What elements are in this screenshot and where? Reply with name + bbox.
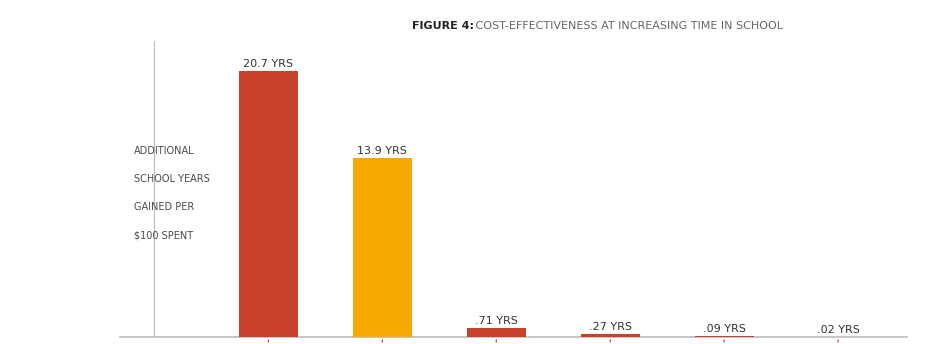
Bar <box>581 334 640 337</box>
Text: COST-EFFECTIVENESS AT INCREASING TIME IN SCHOOL: COST-EFFECTIVENESS AT INCREASING TIME IN… <box>472 21 783 31</box>
Text: .09 YRS: .09 YRS <box>703 324 746 334</box>
Text: GAINED PER: GAINED PER <box>134 202 194 212</box>
Bar <box>695 336 754 337</box>
Text: FIGURE 4:: FIGURE 4: <box>412 21 474 31</box>
Text: SCHOOL YEARS: SCHOOL YEARS <box>134 174 210 184</box>
Bar <box>352 158 412 337</box>
Text: $100 SPENT: $100 SPENT <box>134 230 193 240</box>
Text: ADDITIONAL: ADDITIONAL <box>134 146 194 155</box>
Bar <box>466 328 526 337</box>
Text: .27 YRS: .27 YRS <box>588 322 632 332</box>
Text: 20.7 YRS: 20.7 YRS <box>243 59 293 69</box>
Bar <box>239 71 298 337</box>
Text: 13.9 YRS: 13.9 YRS <box>357 147 407 157</box>
Text: .02 YRS: .02 YRS <box>817 325 859 335</box>
Text: .71 YRS: .71 YRS <box>475 316 518 326</box>
